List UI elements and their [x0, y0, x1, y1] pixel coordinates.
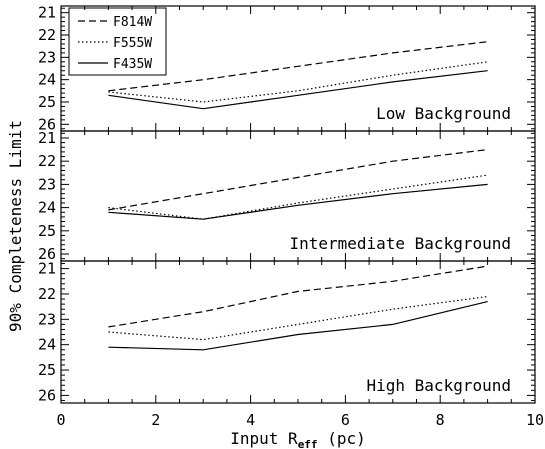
- legend-label-f555w: F555W: [113, 36, 152, 51]
- x-tick-label: 6: [341, 411, 350, 429]
- x-axis-title-suffix: (pc): [318, 429, 366, 448]
- y-tick-label: 23: [38, 48, 56, 66]
- y-tick-label: 22: [38, 26, 56, 44]
- x-tick-label: 8: [436, 411, 445, 429]
- series-line-f814w: [108, 149, 488, 211]
- x-tick-label: 0: [56, 411, 65, 429]
- y-axis-title: 90% Completeness Limit: [6, 120, 25, 332]
- y-tick-label: 22: [38, 152, 56, 170]
- y-tick-label: 26: [38, 245, 56, 263]
- panel-label: Low Background: [376, 104, 511, 123]
- y-tick-label: 21: [38, 4, 56, 22]
- series-line-f555w: [108, 61, 488, 103]
- x-axis-title: Input Reff (pc): [230, 429, 365, 449]
- series-line-f814w: [108, 265, 488, 328]
- legend-frame: [68, 7, 167, 76]
- y-tick-label: 21: [38, 260, 56, 278]
- axes-layer: 90% Completeness Limit Input Reff (pc): [6, 120, 366, 449]
- x-axis-title-subscript: eff: [298, 438, 318, 449]
- y-tick-label: 24: [38, 336, 56, 354]
- y-tick-label: 25: [38, 93, 56, 111]
- y-tick-label: 25: [38, 222, 56, 240]
- y-tick-label: 22: [38, 285, 56, 303]
- panel-2: 21 22 23 24 25 26 Intermediate Background: [38, 129, 536, 263]
- y-tick-label: 23: [38, 175, 56, 193]
- y-tick-label: 24: [38, 71, 56, 89]
- series-line-f435w: [108, 70, 488, 110]
- y-tick-label: 24: [38, 199, 56, 217]
- y-tick-label: 23: [38, 310, 56, 328]
- panel-label: High Background: [367, 376, 512, 395]
- series-line-f814w: [108, 41, 488, 92]
- panel-label: Intermediate Background: [289, 234, 511, 253]
- legend-label-f435w: F435W: [113, 57, 152, 72]
- y-tick-label: 25: [38, 361, 56, 379]
- legend: F814W F555W F435W: [68, 7, 167, 76]
- x-tick-label: 10: [526, 411, 544, 429]
- x-tick-label: 2: [151, 411, 160, 429]
- y-tick-label: 26: [38, 386, 56, 404]
- series-line-f435w: [108, 301, 488, 351]
- x-tick-label: 4: [246, 411, 255, 429]
- series-line-f555w: [108, 174, 488, 220]
- series-line-f435w: [108, 183, 488, 220]
- y-tick-label: 21: [38, 129, 56, 147]
- legend-label-f814w: F814W: [113, 15, 152, 30]
- panel-3: 21 22 23 24 25 26 High Background: [38, 260, 536, 404]
- y-tick-label: 26: [38, 115, 56, 133]
